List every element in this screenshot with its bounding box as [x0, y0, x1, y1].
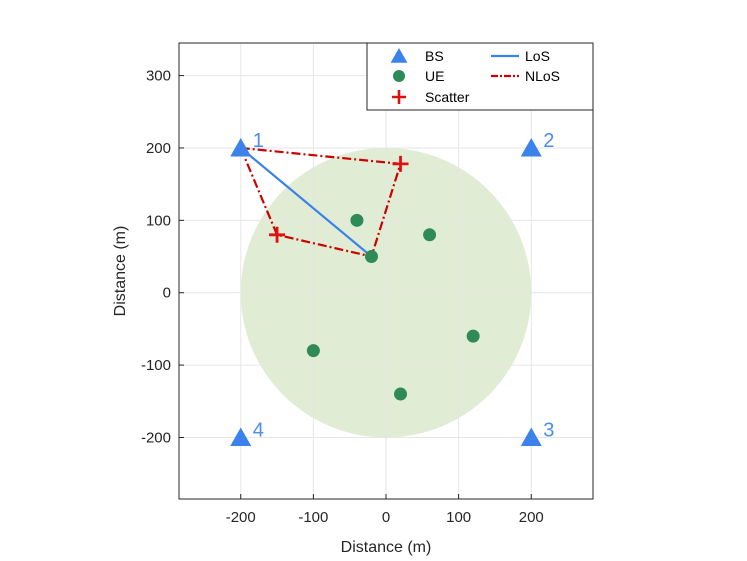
x-tick-label: 200: [519, 509, 544, 526]
bs-point: [230, 427, 252, 446]
ue-point: [306, 344, 320, 358]
bs-point: [520, 427, 542, 446]
los-path: [240, 147, 373, 258]
legend-scatter-marker: [392, 90, 406, 104]
bs-point: [520, 137, 542, 157]
y-tick-label: 100: [146, 212, 171, 229]
nlos-path: [239, 147, 372, 258]
y-tick-label: 0: [163, 285, 171, 302]
ue-point: [364, 250, 378, 264]
legend-scatter-label: Scatter: [425, 89, 470, 105]
legend-ue-marker: [393, 70, 405, 82]
x-tick-label: 0: [382, 509, 390, 526]
legend-ue-label: UE: [425, 68, 444, 84]
y-tick-label: -200: [141, 429, 171, 446]
bs-point: [230, 137, 252, 157]
ue-point: [466, 329, 480, 343]
y-tick-label: 300: [146, 68, 171, 85]
legend-nlos-label: NLoS: [525, 68, 560, 84]
legend-bs-marker: [390, 48, 408, 63]
scatter-point: [392, 155, 409, 172]
y-tick-label: 200: [146, 140, 171, 157]
ue-point: [350, 213, 364, 227]
x-axis-title: Distance (m): [341, 539, 432, 556]
ue-point: [394, 387, 408, 401]
legend-bs-label: BS: [425, 48, 444, 64]
x-tick-label: -100: [298, 509, 328, 526]
bs-number-label: 1: [253, 130, 264, 152]
bs-number-label: 4: [253, 419, 264, 441]
x-tick-label: 100: [446, 509, 471, 526]
scatter-point: [269, 226, 286, 243]
bs-number-label: 3: [543, 419, 554, 441]
x-tick-label: -200: [226, 509, 256, 526]
legend-los-label: LoS: [525, 48, 550, 64]
y-tick-label: -100: [141, 357, 171, 374]
ue-point: [423, 228, 437, 242]
tick-layer: -200 -100 0 100 200 -200 -100 0 100 200 300: [141, 68, 544, 526]
y-axis-title: Distance (m): [112, 226, 129, 317]
marker-layer: 1 2 3 4: [230, 130, 554, 446]
bs-number-label: 2: [543, 130, 554, 152]
legend: BS UE Scatter LoS NLoS: [366, 42, 594, 111]
